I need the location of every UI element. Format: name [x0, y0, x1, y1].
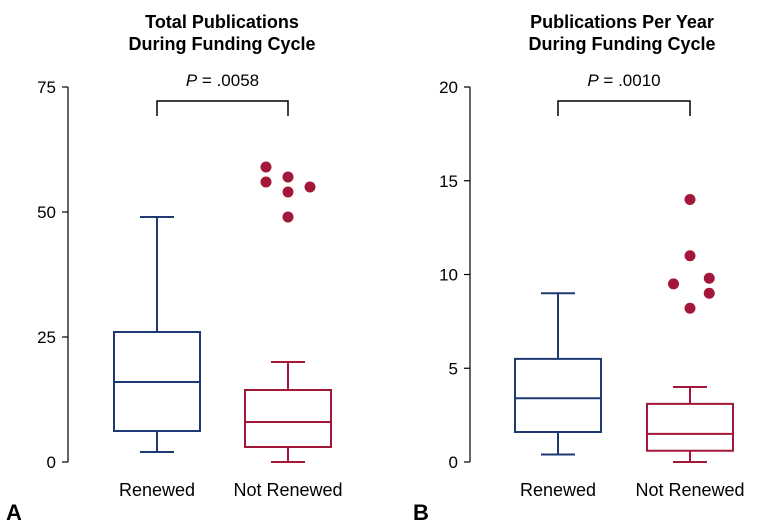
panel-a-letter: A: [6, 500, 22, 525]
panel-b-not-renewed-outlier-3: [703, 272, 715, 284]
panel-b-not-renewed-outlier-5: [703, 287, 715, 299]
panel-b-y-tick-label-15: 15: [439, 172, 458, 191]
panel-a-not-renewed-outlier-2: [260, 176, 272, 188]
panel-a-not-renewed-outlier-4: [282, 186, 294, 198]
panel-b-renewed-box: [514, 357, 602, 433]
panel-b-y-tick-label-5: 5: [449, 359, 458, 378]
panel-a-y-tick-label-25: 25: [37, 328, 56, 347]
panel-a-not-renewed-category-label: Not Renewed: [233, 480, 342, 500]
panel-b-significance-bracket: [557, 100, 691, 116]
panel-b-not-renewed-outlier-1: [684, 194, 696, 205]
panel-a-not-renewed-box: [244, 389, 332, 448]
panel-a-y-tick-label-50: 50: [37, 203, 56, 222]
panel-a-title-line-1: Total Publications: [145, 12, 299, 32]
panel-b-p-value: P = .0010: [587, 71, 660, 90]
panel-a-not-renewed-outlier-5: [282, 211, 294, 223]
panel-b-not-renewed-outlier-2: [684, 250, 696, 262]
panel-a-y-tick-label-0: 0: [47, 453, 56, 472]
panel-a-p-value: P = .0058: [186, 71, 259, 90]
panel-b-y-tick-label-20: 20: [439, 78, 458, 97]
panel-b-title-line-2: During Funding Cycle: [529, 34, 716, 54]
panel-a-not-renewed-outlier-3: [282, 171, 294, 183]
panel-a-title-line-2: During Funding Cycle: [129, 34, 316, 54]
panel-b-not-renewed-outlier-6: [684, 302, 696, 314]
panel-a-not-renewed-outlier-1: [260, 161, 272, 173]
panel-a-not-renewed-outlier-6: [304, 181, 316, 193]
panel-a-y-tick-label-75: 75: [37, 78, 56, 97]
panel-b-title-line-1: Publications Per Year: [530, 12, 714, 32]
panel-b-not-renewed-category-label: Not Renewed: [635, 480, 744, 500]
panel-b-renewed-category-label: Renewed: [520, 480, 596, 500]
panel-a-significance-bracket: [156, 100, 289, 116]
panel-b-y-tick-label-0: 0: [449, 453, 458, 472]
panel-b-letter: B: [413, 500, 429, 525]
panel-b-y-tick-label-10: 10: [439, 266, 458, 285]
panel-b-not-renewed-box: [646, 402, 734, 452]
panel-b-not-renewed-outlier-4: [668, 278, 679, 290]
panel-a-renewed-category-label: Renewed: [119, 480, 195, 500]
